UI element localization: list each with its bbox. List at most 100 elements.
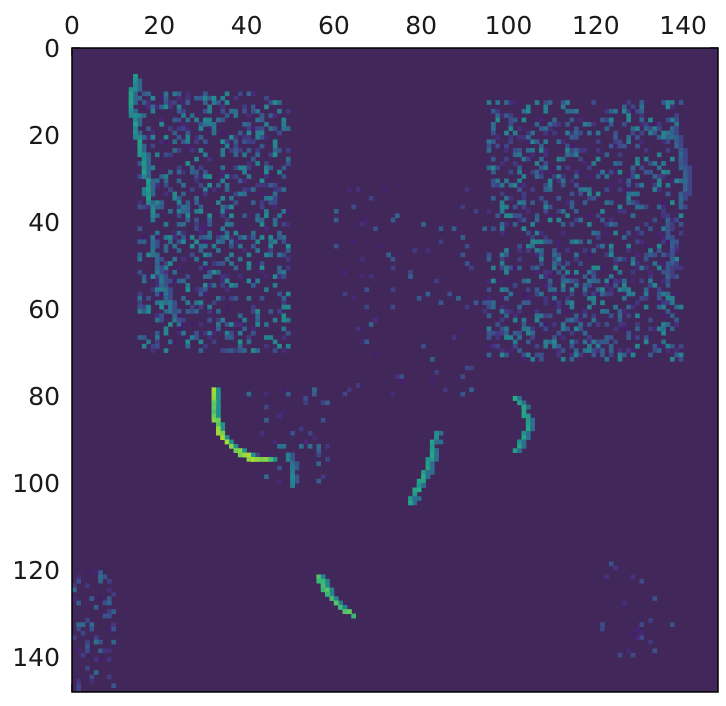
speckle-cell-left-ear bbox=[224, 91, 230, 97]
speckle-cell-right-ear bbox=[573, 269, 579, 275]
stroke-cell-left-eye-arc bbox=[220, 422, 226, 427]
speckle-cell-left-ear bbox=[250, 235, 256, 240]
x-tick-label: 20 bbox=[143, 11, 175, 40]
speckle-cell-left-ear bbox=[246, 135, 252, 140]
speckle-cell-left-ear bbox=[268, 195, 274, 201]
stroke-cell-right-ear-inner-edge bbox=[665, 230, 671, 236]
speckle-cell-right-ear bbox=[512, 339, 518, 345]
speckle-cell-forehead bbox=[364, 304, 370, 310]
speckle-cell-left-ear bbox=[172, 91, 178, 97]
speckle-cell-left-ear bbox=[242, 348, 247, 353]
speckle-cell-right-ear bbox=[552, 248, 557, 253]
speckle-cell-right-ear bbox=[600, 352, 605, 358]
stroke-cell-right-eye-arc bbox=[525, 404, 531, 410]
speckle-cell-right-ear bbox=[560, 209, 566, 214]
stroke-cell-right-eye-arc bbox=[521, 435, 527, 440]
speckle-cell-left-ear bbox=[250, 91, 256, 97]
speckle-cell-right-ear bbox=[630, 174, 636, 179]
heatmap-cells bbox=[72, 74, 693, 693]
speckle-cell-forehead bbox=[438, 300, 444, 306]
speckle-cell-forehead bbox=[373, 352, 378, 358]
speckle-cell-left-ear bbox=[277, 235, 282, 240]
stroke-cell-left-ear-outer-edge bbox=[141, 152, 147, 158]
speckle-cell-right-ear bbox=[560, 282, 566, 288]
speckle-cell-right-ear bbox=[530, 139, 535, 145]
speckle-cell-left-ear bbox=[229, 108, 234, 114]
speckle-cell-right-ear bbox=[565, 300, 570, 306]
y-tick-label: 100 bbox=[12, 469, 60, 498]
stroke-cell-left-ear-outer-edge bbox=[150, 204, 156, 210]
speckle-cell-right-ear bbox=[534, 213, 540, 219]
speckle-cell-bottom-left-corner bbox=[76, 678, 82, 684]
speckle-cell-left-ear bbox=[250, 326, 256, 332]
speckle-cell-right-ear bbox=[595, 213, 601, 219]
speckle-cell-left-ear bbox=[264, 135, 269, 140]
speckle-cell-right-ear bbox=[517, 169, 522, 175]
speckle-cell-right-ear bbox=[556, 256, 562, 262]
speckle-cell-left-ear bbox=[277, 169, 282, 175]
speckle-cell-lower-right bbox=[630, 574, 636, 580]
speckle-cell-right-ear bbox=[656, 248, 662, 253]
speckle-cell-right-ear bbox=[639, 182, 645, 188]
stroke-cell-right-ear-inner-edge bbox=[665, 265, 671, 271]
plot-area bbox=[71, 47, 719, 693]
speckle-cell-right-ear bbox=[573, 256, 579, 262]
speckle-cell-left-ear bbox=[259, 126, 265, 131]
speckle-cell-right-ear bbox=[539, 356, 544, 362]
speckle-cell-bottom-left-corner bbox=[76, 687, 82, 693]
speckle-cell-right-ear bbox=[521, 156, 527, 162]
speckle-cell-left-ear bbox=[259, 217, 265, 223]
speckle-cell-right-ear bbox=[665, 291, 671, 297]
stroke-cell-right-eye-arc bbox=[525, 426, 531, 432]
speckle-cell-right-ear bbox=[604, 309, 610, 314]
stroke-cell-left-ear-outer-edge bbox=[133, 95, 138, 101]
speckle-cell-left-ear bbox=[246, 165, 252, 171]
speckle-cell-right-ear bbox=[674, 178, 680, 184]
speckle-cell-left-ear bbox=[272, 113, 278, 118]
speckle-cell-right-ear bbox=[656, 152, 662, 158]
speckle-cell-left-ear bbox=[229, 195, 234, 201]
speckle-cell-right-ear bbox=[617, 169, 623, 175]
speckle-cell-right-ear bbox=[560, 182, 566, 188]
stroke-cell-left-ear-outer-lower bbox=[168, 291, 173, 297]
stroke-cell-left-eye-arc bbox=[211, 391, 217, 397]
stroke-cell-mouth-curve bbox=[346, 609, 352, 614]
speckle-cell-forehead bbox=[360, 274, 365, 279]
speckle-cell-left-ear bbox=[285, 304, 291, 310]
speckle-cell-right-ear bbox=[617, 161, 623, 166]
speckle-cell-left-ear bbox=[264, 161, 269, 166]
speckle-cell-right-ear bbox=[635, 143, 640, 149]
speckle-cell-right-ear bbox=[656, 135, 662, 140]
speckle-cell-right-ear bbox=[534, 239, 540, 245]
speckle-cell-left-ear bbox=[194, 169, 199, 175]
speckle-cell-left-cheek bbox=[277, 465, 282, 471]
speckle-cell-lower-right bbox=[604, 574, 610, 580]
speckle-cell-lower-right bbox=[630, 631, 636, 636]
stroke-cell-left-eye-arc bbox=[216, 422, 221, 427]
speckle-cell-left-ear bbox=[272, 348, 278, 353]
speckle-cell-right-ear bbox=[560, 265, 566, 271]
speckle-cell-right-ear bbox=[582, 121, 588, 127]
speckle-cell-left-cheek bbox=[264, 404, 269, 410]
speckle-cell-right-ear bbox=[674, 348, 680, 353]
speckle-cell-right-ear bbox=[608, 348, 614, 353]
stroke-cell-left-ear-outer-lower bbox=[154, 252, 160, 258]
speckle-cell-bottom-left-corner bbox=[106, 578, 112, 584]
speckle-cell-left-ear bbox=[224, 113, 230, 118]
speckle-cell-right-ear bbox=[604, 200, 610, 205]
speckle-cell-left-ear bbox=[216, 309, 221, 314]
speckle-cell-left-ear bbox=[211, 187, 217, 192]
stroke-cell-left-ear-outer-edge bbox=[150, 200, 156, 205]
speckle-cell-right-ear bbox=[639, 230, 645, 236]
speckle-cell-left-ear bbox=[176, 278, 182, 284]
speckle-cell-right-ear bbox=[630, 130, 636, 136]
speckle-cell-left-ear bbox=[181, 296, 186, 301]
stroke-cell-left-ear-outer-edge bbox=[128, 87, 134, 92]
speckle-cell-bottom-left-corner bbox=[106, 648, 112, 654]
speckle-cell-left-ear bbox=[255, 217, 260, 223]
speckle-cell-right-ear bbox=[486, 304, 492, 310]
speckle-cell-right-ear bbox=[665, 191, 671, 197]
speckle-cell-left-ear bbox=[181, 278, 186, 284]
speckle-cell-right-ear bbox=[656, 230, 662, 236]
speckle-cell-left-ear bbox=[168, 339, 173, 345]
